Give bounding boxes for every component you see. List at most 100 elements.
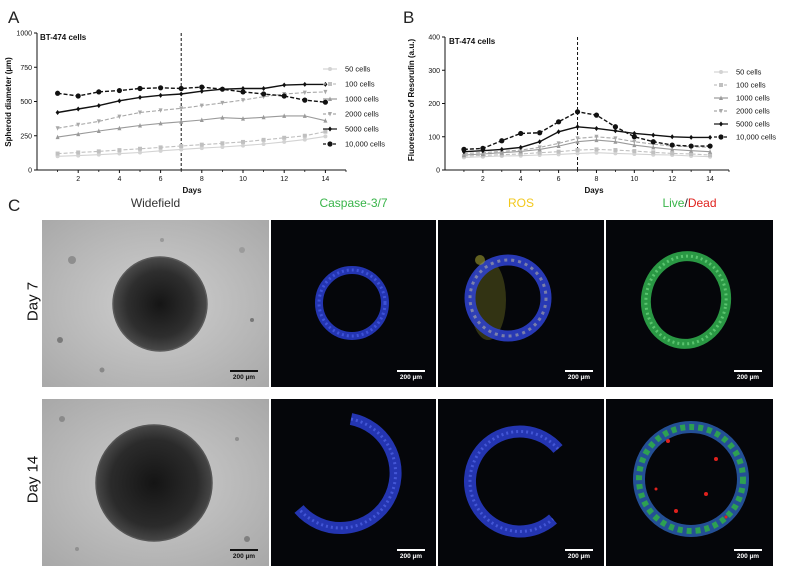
data-point bbox=[138, 110, 142, 115]
data-point bbox=[138, 150, 142, 155]
x-tick-label: 8 bbox=[595, 176, 599, 183]
data-point bbox=[199, 103, 204, 109]
data-point bbox=[612, 124, 618, 130]
data-point bbox=[76, 150, 81, 155]
scale-bar-day7-widefield: 200 µm bbox=[227, 370, 261, 381]
x-tick-label: 14 bbox=[322, 176, 330, 183]
x-tick-label: 2 bbox=[481, 176, 485, 183]
x-tick-label: 14 bbox=[706, 176, 714, 183]
data-point bbox=[518, 130, 524, 137]
legend-label: 10,000 cells bbox=[345, 140, 385, 149]
data-point bbox=[575, 139, 580, 144]
data-point bbox=[518, 148, 523, 153]
data-point bbox=[75, 93, 81, 99]
chart-a-xlabel: Days bbox=[182, 186, 202, 195]
panel-letter-b: B bbox=[403, 8, 415, 27]
data-point bbox=[708, 149, 713, 154]
data-point bbox=[323, 129, 328, 134]
data-point bbox=[76, 122, 81, 128]
panel-letter-c: C bbox=[8, 196, 21, 215]
series-line-5 bbox=[463, 111, 711, 151]
data-point bbox=[518, 144, 523, 150]
data-point bbox=[556, 119, 562, 125]
data-point bbox=[261, 91, 267, 97]
data-point bbox=[117, 151, 122, 156]
data-point bbox=[76, 131, 81, 137]
data-point bbox=[282, 135, 287, 140]
data-point bbox=[261, 114, 266, 120]
data-point bbox=[537, 145, 542, 150]
x-tick-label: 6 bbox=[557, 176, 561, 183]
data-point bbox=[96, 152, 101, 157]
data-point bbox=[613, 128, 618, 134]
scale-bar-day14-caspase: 200 µm bbox=[394, 549, 428, 560]
live-dead-separator: / bbox=[684, 196, 688, 210]
legend-label: 5000 cells bbox=[736, 120, 770, 129]
data-point bbox=[302, 90, 307, 96]
data-point bbox=[96, 149, 101, 154]
data-point bbox=[594, 134, 599, 140]
data-point bbox=[158, 120, 163, 126]
data-point bbox=[199, 84, 205, 90]
col-header-ros: ROS bbox=[507, 196, 534, 210]
data-point bbox=[241, 139, 245, 144]
data-point bbox=[593, 112, 600, 118]
data-point bbox=[240, 89, 246, 95]
data-point bbox=[302, 97, 308, 103]
data-point bbox=[117, 148, 122, 153]
x-tick-label: 12 bbox=[668, 176, 676, 183]
data-point bbox=[282, 113, 287, 118]
data-point bbox=[261, 137, 266, 142]
y-tick-label: 1000 bbox=[16, 31, 32, 38]
y-tick-label: 0 bbox=[28, 168, 32, 175]
data-point bbox=[137, 85, 143, 92]
data-point bbox=[323, 89, 328, 95]
data-point bbox=[574, 109, 581, 115]
data-point bbox=[199, 142, 204, 147]
data-point bbox=[632, 149, 637, 154]
micrograph-day14-live-dead: 200 µm bbox=[606, 399, 773, 566]
data-point bbox=[537, 150, 542, 155]
series-line-2 bbox=[463, 139, 711, 156]
data-point bbox=[220, 141, 225, 146]
data-point bbox=[76, 153, 81, 158]
scale-bar-day14-widefield: 200 µm bbox=[227, 549, 261, 560]
data-point bbox=[651, 132, 656, 138]
legend-marker bbox=[328, 96, 332, 101]
data-point bbox=[708, 134, 713, 140]
legend-marker bbox=[327, 141, 333, 147]
series-line-1 bbox=[463, 148, 711, 157]
data-point bbox=[302, 81, 307, 87]
legend-marker bbox=[328, 67, 332, 71]
data-point bbox=[670, 146, 675, 152]
row-label-day14: Day 14 bbox=[24, 455, 42, 504]
y-tick-label: 100 bbox=[428, 134, 440, 141]
data-point bbox=[261, 85, 266, 91]
data-point bbox=[241, 143, 245, 148]
data-point bbox=[613, 139, 618, 144]
x-tick-label: 4 bbox=[519, 176, 523, 183]
data-point bbox=[138, 146, 142, 151]
data-point bbox=[219, 86, 225, 92]
data-point bbox=[708, 153, 713, 158]
data-point bbox=[302, 113, 307, 118]
data-point bbox=[220, 100, 225, 106]
data-point bbox=[179, 144, 184, 149]
data-point bbox=[594, 150, 599, 155]
chart-b-resorufin: 0 100 200 300 400 2 4 6 8 10 12 14 50 cells 100 cell… bbox=[407, 35, 776, 196]
panel-letter-a: A bbox=[8, 8, 20, 27]
data-point bbox=[158, 108, 163, 113]
data-point bbox=[220, 144, 225, 149]
legend-label: 1000 cells bbox=[345, 95, 379, 104]
data-point bbox=[575, 136, 580, 141]
x-tick-label: 8 bbox=[200, 176, 204, 183]
data-point bbox=[96, 103, 101, 109]
data-point bbox=[76, 106, 81, 112]
series-line-3 bbox=[463, 136, 711, 154]
data-point bbox=[537, 139, 542, 145]
data-point bbox=[594, 137, 599, 143]
data-point bbox=[631, 134, 637, 140]
legend-label: 5000 cells bbox=[345, 125, 379, 134]
legend-marker bbox=[718, 134, 724, 140]
series-line-4 bbox=[57, 83, 326, 114]
